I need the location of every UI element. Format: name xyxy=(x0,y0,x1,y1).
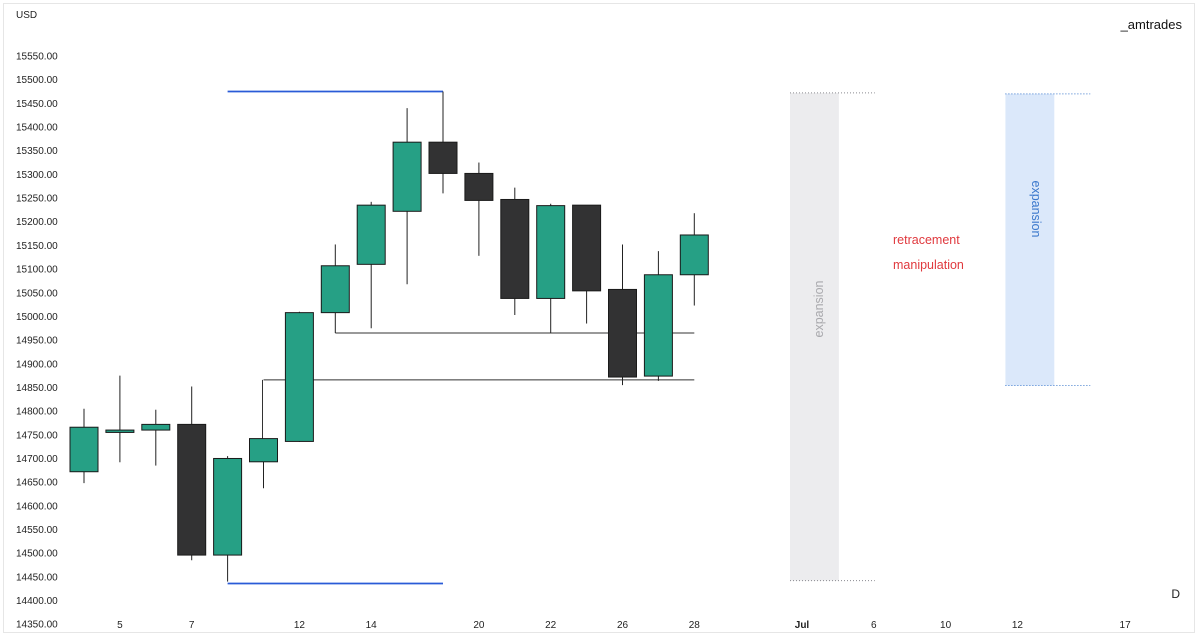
candle-body-bullish[interactable] xyxy=(249,438,278,463)
y-tick-label: 14350.00 xyxy=(16,620,58,631)
manipulation-annotation: manipulation xyxy=(893,258,964,272)
y-tick-label: 14600.00 xyxy=(16,501,58,512)
y-tick-label: 14750.00 xyxy=(16,430,58,441)
candle-body-bullish[interactable] xyxy=(284,312,314,442)
currency-label: USD xyxy=(16,10,38,21)
x-tick-label: 7 xyxy=(189,620,195,631)
y-tick-label: 15000.00 xyxy=(16,312,58,323)
y-tick-label: 15300.00 xyxy=(16,170,58,181)
candle-body-bullish[interactable] xyxy=(536,205,566,299)
y-tick-label: 14700.00 xyxy=(16,454,58,465)
x-tick-label: 17 xyxy=(1120,620,1132,631)
y-tick-label: 14900.00 xyxy=(16,359,58,370)
candle-body-bearish[interactable] xyxy=(428,141,458,174)
y-tick-label: 15400.00 xyxy=(16,123,58,134)
candle-body-bullish[interactable] xyxy=(69,426,99,473)
y-tick-label: 14800.00 xyxy=(16,407,58,418)
y-tick-label: 14850.00 xyxy=(16,383,58,394)
expansion-annotation-blue: expansion xyxy=(1029,180,1043,238)
x-tick-label: Jul xyxy=(795,620,810,631)
y-tick-label: 15150.00 xyxy=(16,241,58,252)
candle-body-bullish[interactable] xyxy=(679,234,709,276)
y-tick-label: 15350.00 xyxy=(16,146,58,157)
x-tick-label: 10 xyxy=(940,620,952,631)
y-tick-label: 14950.00 xyxy=(16,336,58,347)
y-tick-label: 14650.00 xyxy=(16,478,58,489)
candle-body-bullish[interactable] xyxy=(356,204,386,265)
x-tick-label: 26 xyxy=(617,620,629,631)
brand-watermark: _amtrades xyxy=(1120,17,1182,32)
x-tick-label: 20 xyxy=(473,620,485,631)
interval-label[interactable]: D xyxy=(1171,587,1180,601)
y-tick-label: 15250.00 xyxy=(16,194,58,205)
y-tick-label: 14500.00 xyxy=(16,549,58,560)
x-tick-label: 14 xyxy=(366,620,378,631)
candle-body-bearish[interactable] xyxy=(608,288,637,378)
x-tick-label: 12 xyxy=(1012,620,1024,631)
candle-body-bearish[interactable] xyxy=(572,204,602,292)
candle-body-bullish[interactable] xyxy=(643,274,673,377)
expansion-zone xyxy=(1005,93,1055,386)
expansion-annotation-grey: expansion xyxy=(812,280,826,338)
candle-body-bearish[interactable] xyxy=(464,172,494,201)
candle-body-bullish[interactable] xyxy=(213,457,243,556)
x-tick-label: 6 xyxy=(871,620,877,631)
candle-body-bullish[interactable] xyxy=(141,423,171,431)
y-tick-label: 15450.00 xyxy=(16,99,58,110)
chart-frame xyxy=(3,3,1195,633)
y-tick-label: 15200.00 xyxy=(16,217,58,228)
x-tick-label: 22 xyxy=(545,620,557,631)
y-tick-label: 14550.00 xyxy=(16,525,58,536)
y-tick-label: 15050.00 xyxy=(16,288,58,299)
candle-body-bearish[interactable] xyxy=(177,423,207,556)
expansion-zone xyxy=(790,92,839,581)
candle-body-bearish[interactable] xyxy=(500,198,530,299)
candle-body-bullish[interactable] xyxy=(105,429,135,433)
candle-body-bullish[interactable] xyxy=(392,141,422,212)
x-tick-label: 28 xyxy=(689,620,701,631)
x-tick-label: 5 xyxy=(117,620,123,631)
y-tick-label: 15500.00 xyxy=(16,75,58,86)
y-tick-label: 15550.00 xyxy=(16,52,58,63)
x-tick-label: 12 xyxy=(294,620,306,631)
retracement-annotation: retracement xyxy=(893,233,960,247)
y-tick-label: 14400.00 xyxy=(16,596,58,607)
y-tick-label: 14450.00 xyxy=(16,572,58,583)
y-tick-label: 15100.00 xyxy=(16,265,58,276)
candle-body-bullish[interactable] xyxy=(320,265,350,314)
